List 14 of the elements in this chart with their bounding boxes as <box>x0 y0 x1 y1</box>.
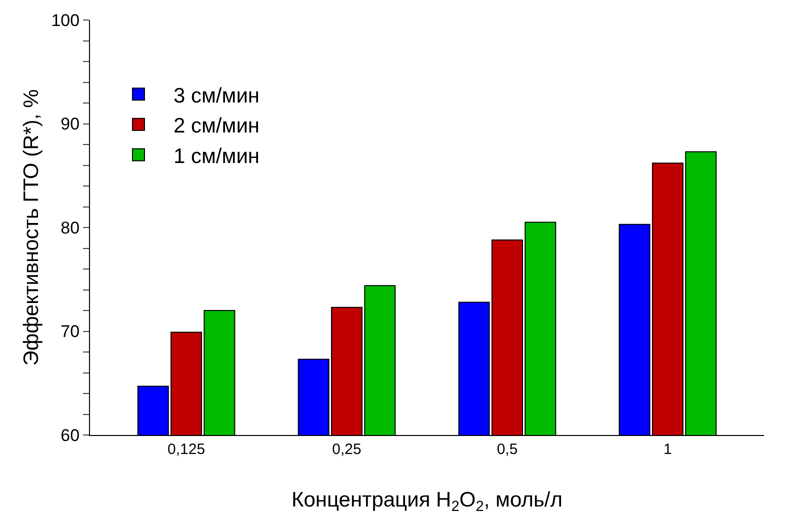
y-axis-title: Эффективность ГТО (R*), % <box>20 89 43 366</box>
x-tick-label: 0,5 <box>496 441 518 458</box>
x-axis-title: Концентрация H$_{2}$O$_{2}$, моль/л <box>292 488 562 515</box>
legend-label: 1 см/мин <box>173 144 260 168</box>
legend-label: 3 см/мин <box>173 84 260 108</box>
y-tick-label: 60 <box>60 426 80 445</box>
x-tick-label: 0,25 <box>332 441 362 458</box>
x-tick-label: 1 <box>664 441 672 458</box>
y-tick-label: 90 <box>60 114 80 134</box>
y-tick-label: 80 <box>60 218 80 238</box>
x-tick-label: 0,125 <box>168 441 206 458</box>
y-tick-label: 70 <box>60 322 80 342</box>
legend-label: 2 см/мин <box>173 114 260 138</box>
y-tick-label: 100 <box>51 10 80 30</box>
